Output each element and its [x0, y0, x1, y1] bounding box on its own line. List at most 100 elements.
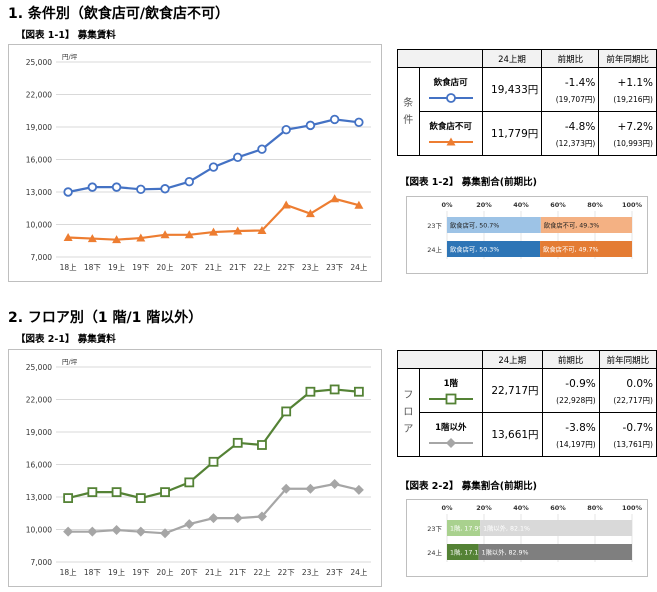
x-tick-label: 0% — [441, 201, 453, 209]
y-tick-label: 16,000 — [26, 461, 52, 470]
x-tick-label: 21上 — [205, 568, 223, 577]
line-chart-2: 7,000 10,000 13,000 16,000 19,000 22,000 25,00… — [26, 358, 371, 577]
x-tick-label: 18上 — [60, 568, 78, 577]
data-point — [329, 384, 340, 395]
data-point — [281, 406, 292, 417]
table-row-yoy: +7.2% (10,993円) — [598, 111, 657, 156]
data-point — [232, 513, 243, 524]
bar-segment — [540, 241, 632, 257]
x-tick-label: 20下 — [181, 263, 199, 272]
data-point — [208, 513, 219, 524]
y-tick-label: 7,000 — [31, 253, 53, 262]
x-tick-label: 60% — [550, 504, 566, 512]
bar-segment — [480, 520, 632, 536]
table-header-qoq: 前期比 — [541, 350, 600, 369]
x-tick-label: 23下 — [326, 263, 344, 272]
x-tick-label: 24上 — [350, 568, 368, 577]
figure-2-2-title: 【図表 2-2】 募集割合(前期比) — [400, 481, 537, 492]
data-point — [305, 386, 316, 397]
x-tick-label: 20% — [476, 201, 492, 209]
x-tick-label: 23上 — [302, 263, 320, 272]
x-tick-label: 24上 — [350, 263, 368, 272]
data-point — [256, 511, 267, 522]
data-point — [209, 227, 218, 236]
table-row-name: 1階以外 — [418, 412, 483, 457]
table-header-blank — [397, 49, 483, 68]
data-point — [184, 230, 194, 239]
data-point — [208, 162, 219, 172]
x-tick-label: 22下 — [278, 263, 296, 272]
x-tick-label: 18下 — [84, 568, 102, 577]
data-point — [63, 526, 74, 537]
bar-segment — [447, 544, 479, 560]
y-axis-label: 円/坪 — [62, 53, 78, 61]
table-header-qoq: 前期比 — [541, 49, 600, 68]
section1-title: 1. 条件別（飲食店可/飲食店不可） — [8, 6, 230, 22]
x-tick-label: 22下 — [278, 568, 296, 577]
data-point — [305, 483, 316, 494]
bar-segment — [447, 241, 541, 257]
table-header-blank — [397, 350, 483, 369]
data-point — [111, 525, 122, 536]
x-tick-label: 20下 — [181, 568, 199, 577]
table-row-yoy: 0.0% (22,717円) — [598, 368, 657, 413]
bar-chart-2: 0% 20% 40% 60% 80% 100% 23下 1階, 17.9%1階以外, 82.1… — [427, 504, 643, 562]
legend-circle-icon — [428, 92, 473, 103]
y-tick-label: 13,000 — [26, 493, 52, 502]
data-point — [111, 487, 122, 498]
data-point — [257, 440, 267, 450]
table-row-value: 19,433円 — [481, 67, 543, 112]
x-tick-label: 21下 — [229, 263, 247, 272]
x-tick-label: 20上 — [157, 263, 175, 272]
table-row-qoq: -3.8% (14,197円) — [541, 412, 600, 457]
table-row-value: 11,779円 — [481, 111, 543, 156]
y-tick-label: 25,000 — [26, 58, 52, 67]
table-side-label: 条件 — [397, 67, 420, 156]
data-label: 1階, 17.9% — [450, 524, 484, 533]
y-tick-label: 25,000 — [26, 363, 52, 372]
table-header-yoy: 前年同期比 — [598, 49, 657, 68]
data-point — [353, 386, 364, 397]
data-point — [136, 233, 146, 242]
data-point — [330, 194, 340, 203]
category-label: 23下 — [427, 222, 442, 230]
data-point — [184, 177, 194, 187]
line-chart-1-box: 7,000 10,000 13,000 16,000 19,000 22,000 25,00… — [8, 44, 382, 282]
table-header-yoy: 前年同期比 — [598, 350, 657, 369]
data-point — [63, 233, 73, 241]
data-label: 1階以外, 82.9% — [482, 548, 529, 557]
data-point — [208, 456, 219, 467]
figure-2-1-title: 【図表 2-1】 募集賃料 — [16, 334, 116, 345]
x-tick-label: 60% — [550, 201, 566, 209]
x-tick-label: 18下 — [84, 263, 102, 272]
data-label: 1階以外, 82.1% — [483, 524, 530, 533]
y-tick-label: 22,000 — [26, 396, 52, 405]
y-axis-label: 円/坪 — [62, 358, 78, 366]
category-label: 24上 — [427, 245, 442, 254]
y-tick-label: 16,000 — [26, 156, 52, 165]
comparison-table-2: 24上期 前期比 前年同期比 フロア 1階 22,717円 -0.9% (22,9… — [397, 350, 657, 457]
table-row-value: 13,661円 — [481, 412, 543, 457]
x-tick-label: 23上 — [302, 568, 320, 577]
data-point — [353, 484, 364, 495]
data-point — [112, 235, 122, 244]
y-tick-label: 7,000 — [31, 558, 53, 567]
data-point — [233, 152, 243, 163]
x-tick-label: 21上 — [205, 263, 223, 272]
x-tick-label: 22上 — [253, 568, 271, 577]
bar-segment — [478, 544, 632, 560]
legend-square-icon — [428, 393, 473, 404]
data-point — [257, 144, 267, 154]
figure-1-2-title: 【図表 1-2】 募集割合(前期比) — [400, 177, 537, 188]
data-point — [135, 493, 146, 503]
table-header-period: 24上期 — [481, 49, 543, 68]
data-point — [281, 483, 292, 494]
data-point — [354, 200, 364, 209]
line-chart-2-box: 7,000 10,000 13,000 16,000 19,000 22,000 25,00… — [8, 349, 382, 587]
data-label: 飲食店可, 50.7% — [450, 221, 499, 230]
y-tick-label: 19,000 — [26, 428, 52, 437]
data-point — [184, 477, 195, 488]
legend-triangle-icon — [428, 137, 473, 145]
y-tick-label: 22,000 — [26, 91, 52, 100]
x-tick-label: 20上 — [157, 568, 175, 577]
